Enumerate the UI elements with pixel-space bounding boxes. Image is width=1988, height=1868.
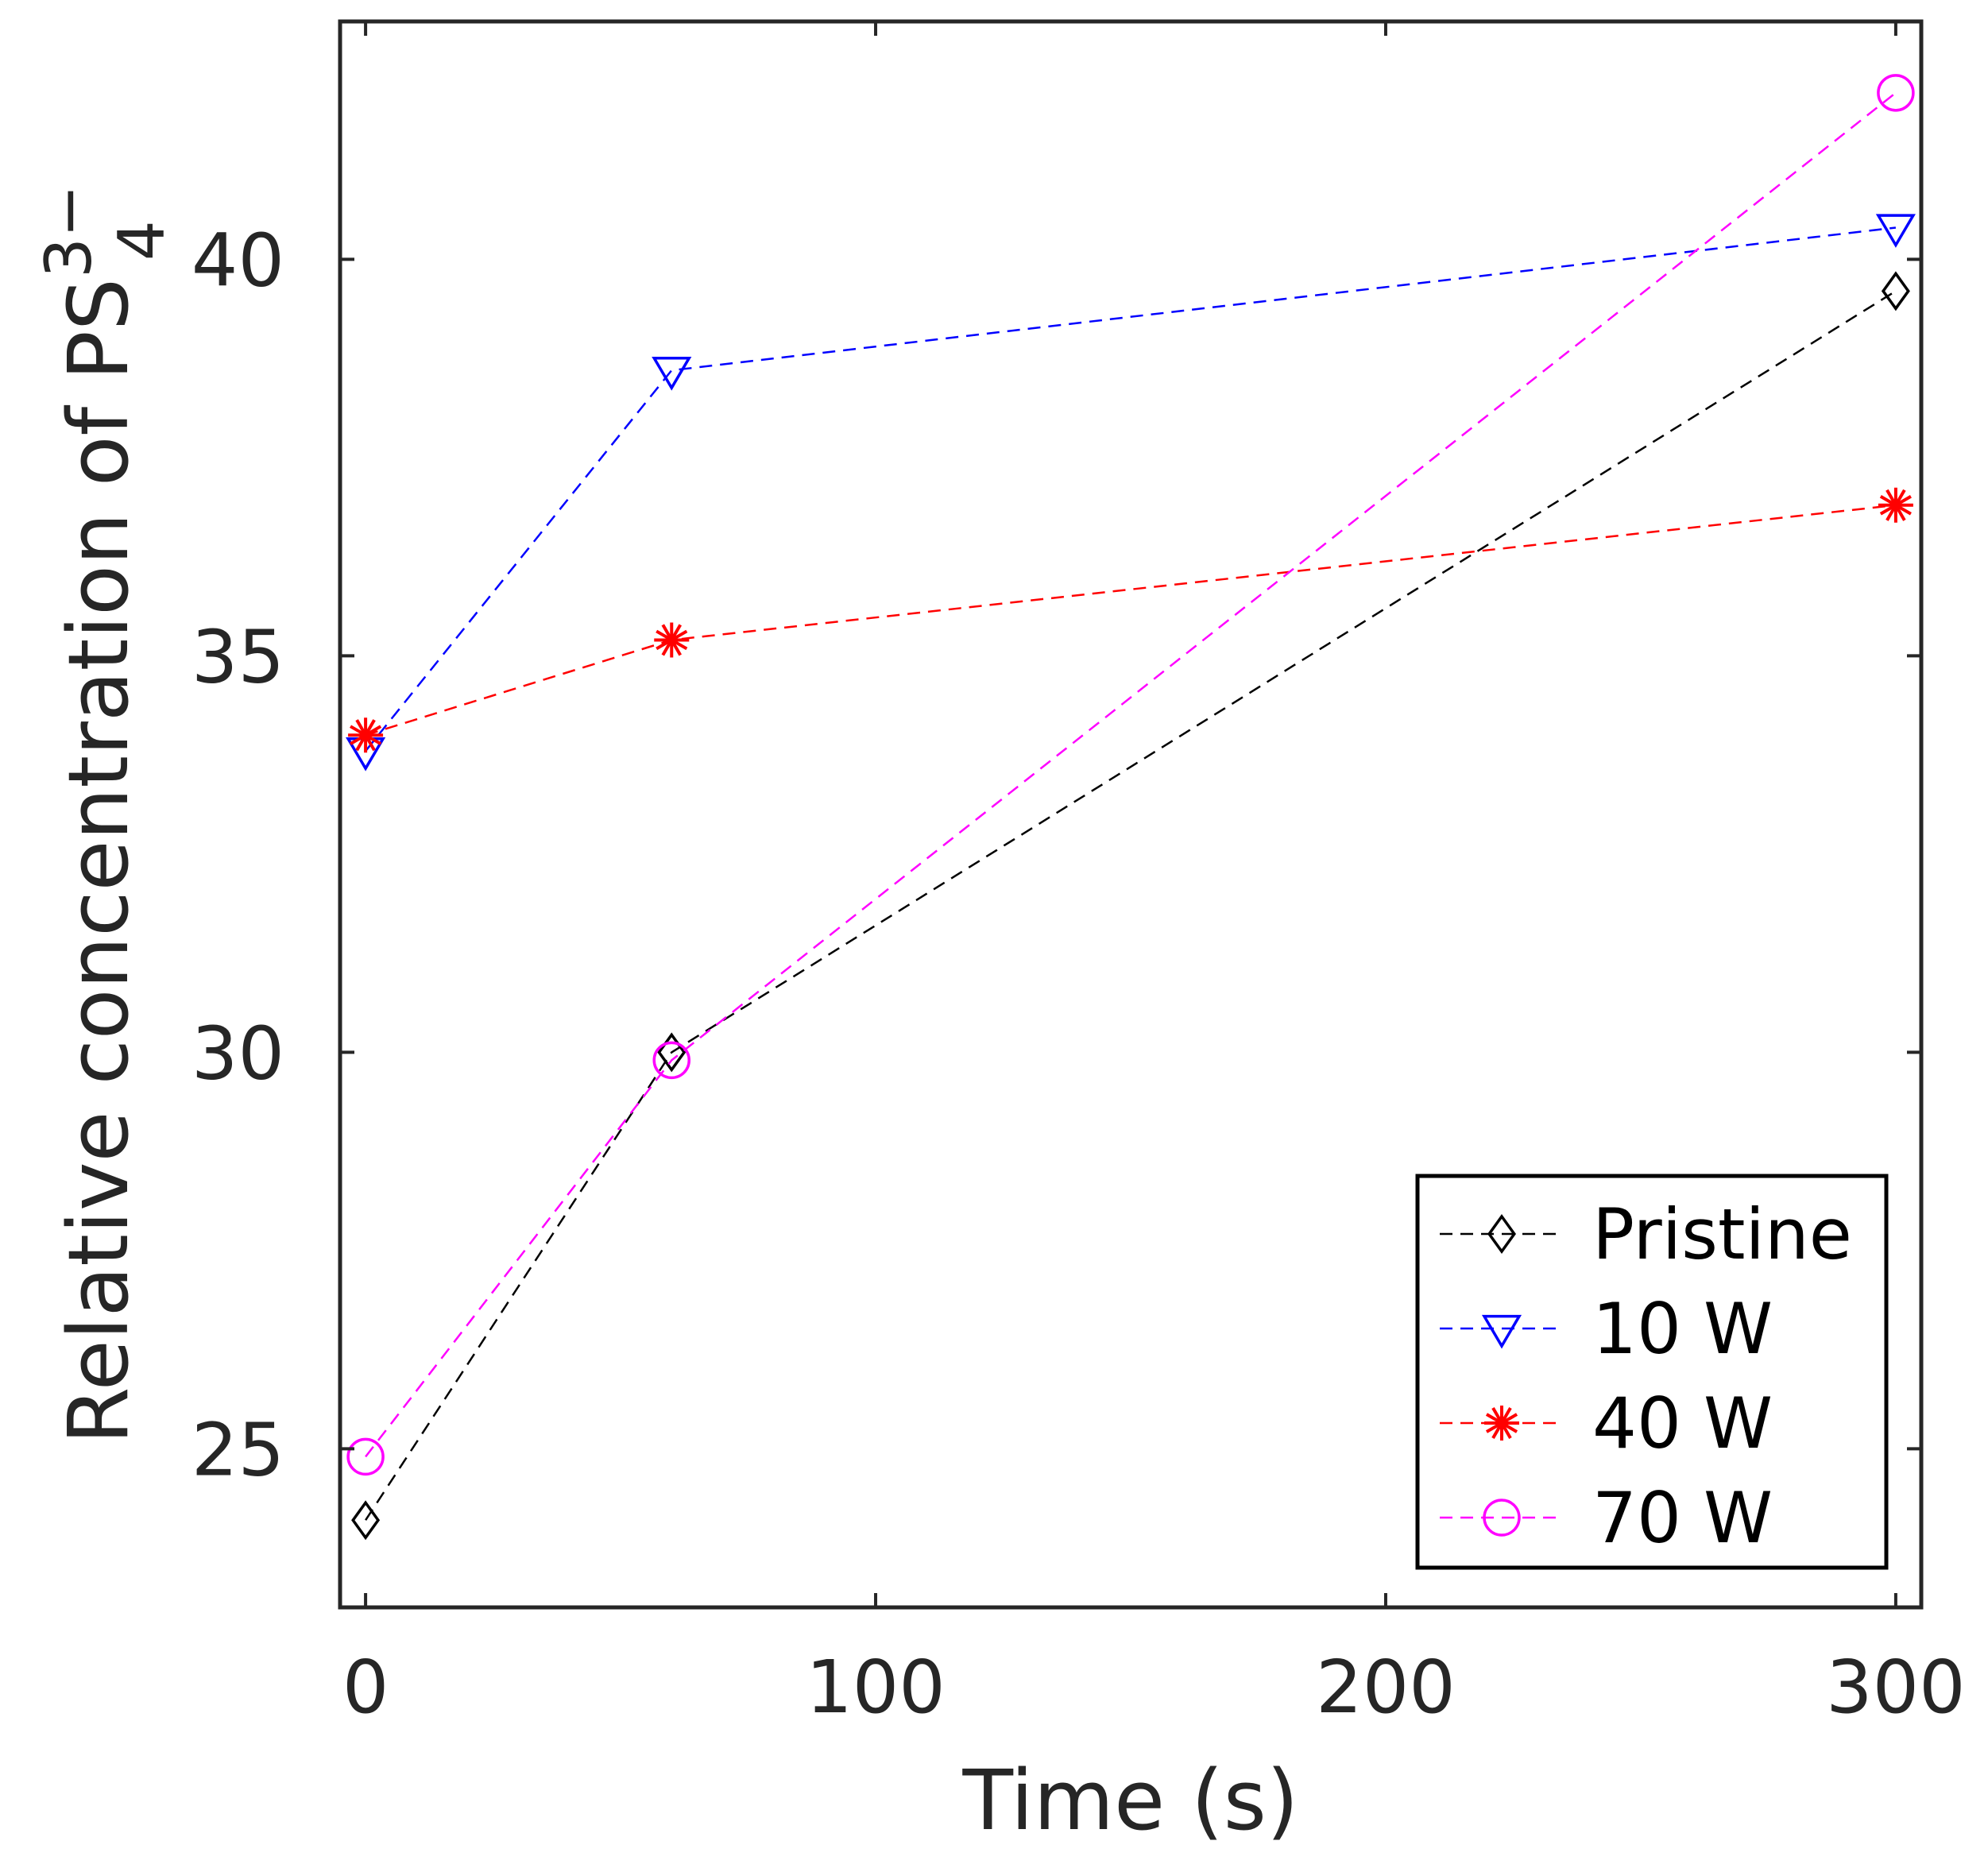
y-axis-label-subscript: 4 [105, 220, 179, 261]
asterisk-stroke [661, 624, 682, 656]
legend-label: 10 W [1592, 1288, 1773, 1370]
y-axis-label-superscript: 3− [32, 184, 106, 278]
data-point [348, 717, 384, 753]
legend-marker [1484, 1406, 1519, 1441]
data-point [657, 1032, 687, 1073]
x-tick-label: 200 [1316, 1645, 1456, 1730]
y-axis-label-main: Relative concentration of PS [50, 278, 147, 1445]
x-axis-label: Time (s) [962, 1752, 1299, 1849]
series-line [365, 91, 1897, 1458]
legend-marker [1487, 1214, 1516, 1254]
asterisk-stroke [1886, 489, 1906, 521]
x-tick-label: 100 [806, 1645, 946, 1730]
legend-label: Pristine [1592, 1193, 1852, 1275]
y-tick-label: 35 [191, 614, 284, 699]
legend-label: 70 W [1592, 1477, 1773, 1559]
y-tick-label: 30 [191, 1011, 284, 1096]
asterisk-stroke [355, 719, 376, 752]
plot-area-frame [338, 19, 1924, 1610]
asterisk-stroke [1491, 1406, 1512, 1440]
data-point [1875, 214, 1916, 248]
series-line [365, 290, 1897, 1521]
data-point [652, 1041, 691, 1080]
x-tick-label: 0 [342, 1645, 389, 1730]
data-point [351, 1500, 381, 1541]
y-axis-label: Relative concentration of PS3−4 [32, 184, 179, 1445]
legend-label: 40 W [1592, 1383, 1773, 1464]
y-tick-label: 25 [191, 1407, 284, 1492]
series-line [365, 226, 1897, 752]
data-point [654, 622, 690, 658]
legend: Pristine 10 W 40 W 70 W [1415, 1174, 1889, 1570]
legend-marker [1481, 1314, 1522, 1349]
data-point [1878, 487, 1913, 523]
data-point [1877, 74, 1915, 112]
y-tick-label: 40 [191, 218, 284, 303]
legend-marker [1483, 1499, 1521, 1537]
data-point [652, 356, 692, 391]
x-tick-label: 300 [1826, 1645, 1966, 1730]
data-point [1881, 271, 1910, 311]
data-point [346, 1437, 385, 1476]
